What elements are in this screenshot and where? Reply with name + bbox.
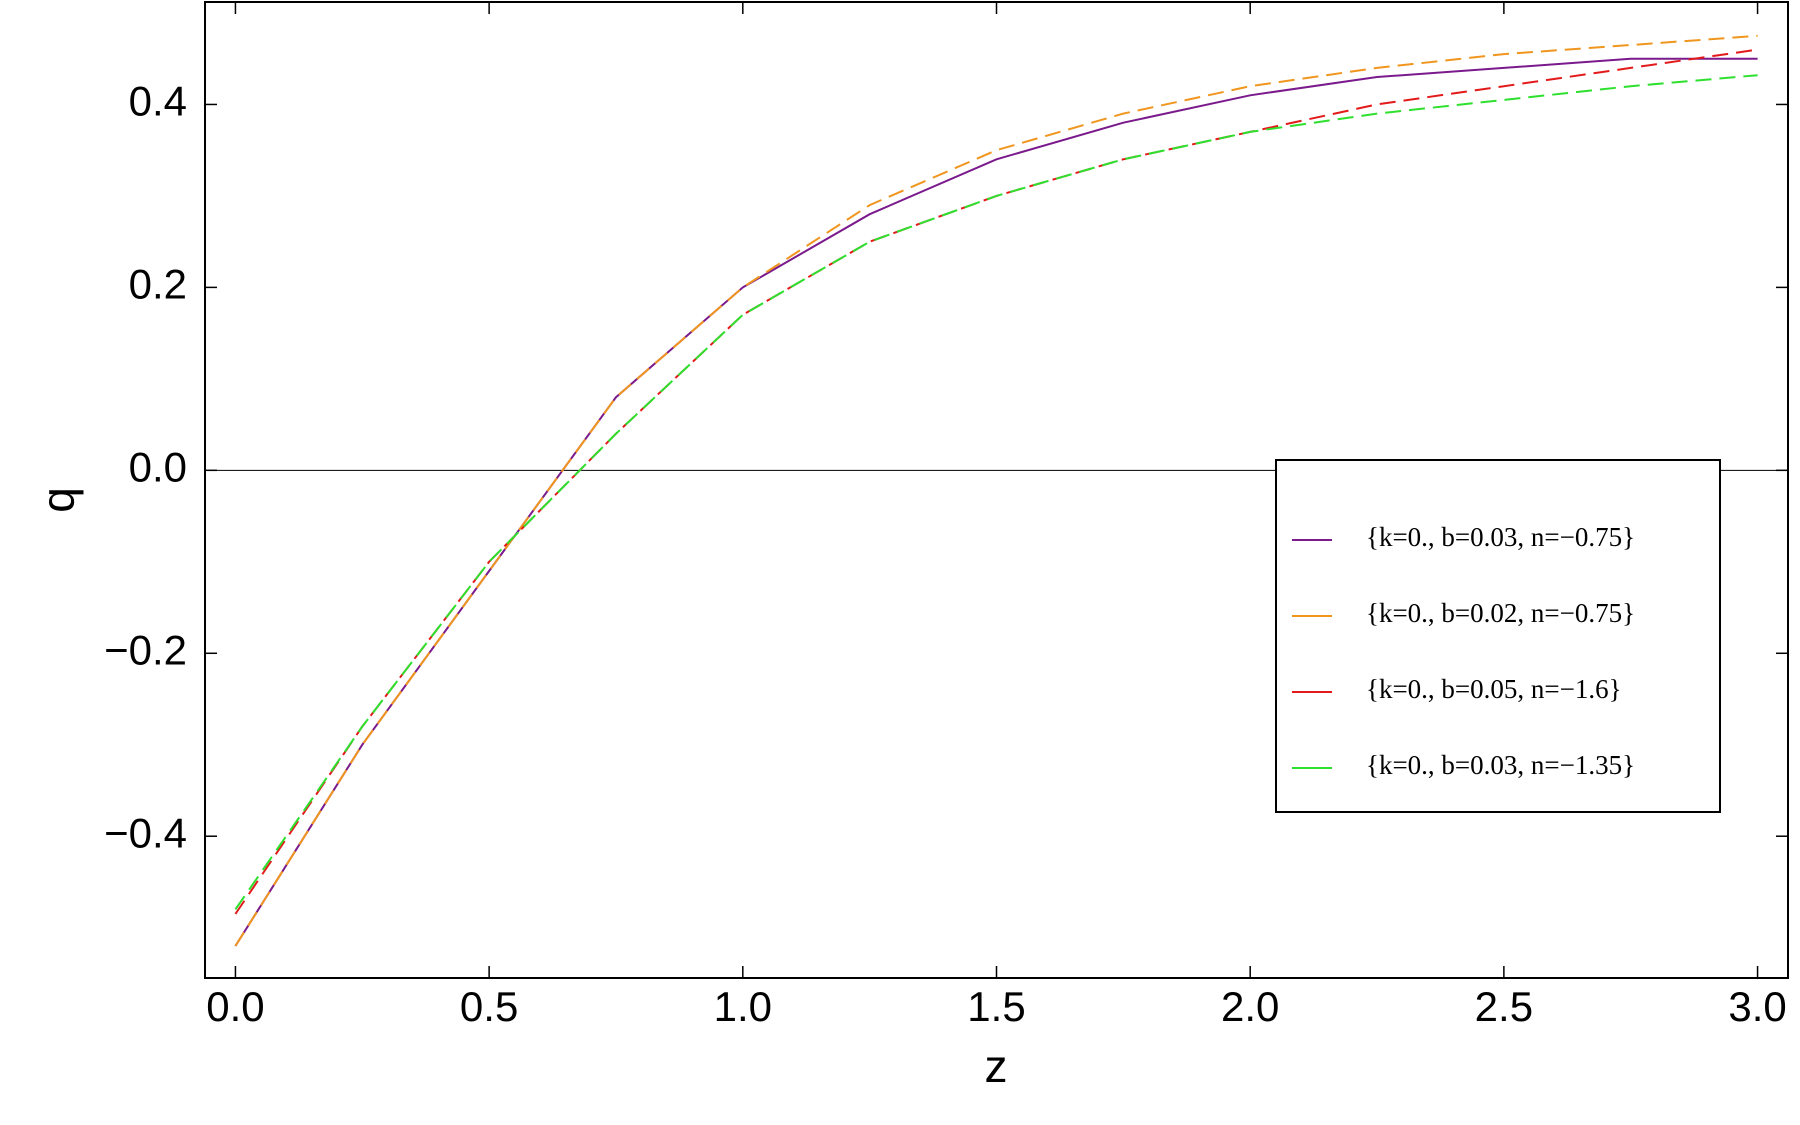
x-tick-label: 0.0 [206, 983, 264, 1030]
legend-label: {k=0., b=0.05, n=−1.6} [1366, 674, 1622, 704]
x-tick-label: 3.0 [1728, 983, 1786, 1030]
y-tick-label: −0.4 [104, 809, 187, 856]
legend-label: {k=0., b=0.03, n=−0.75} [1366, 522, 1635, 552]
legend-box [1275, 459, 1721, 813]
legend-label: {k=0., b=0.02, n=−0.75} [1366, 598, 1635, 628]
x-tick-label: 2.5 [1475, 983, 1533, 1030]
y-tick-label: 0.4 [129, 78, 187, 125]
x-tick-label: 1.5 [967, 983, 1025, 1030]
x-axis-label: z [985, 1040, 1008, 1092]
y-tick-label: 0.2 [129, 260, 187, 307]
y-axis-label: q [32, 487, 84, 513]
series-line [234, 34, 1758, 947]
x-tick-label: 2.0 [1221, 983, 1279, 1030]
series-line [234, 57, 1758, 947]
y-tick-label: −0.2 [104, 626, 187, 673]
x-tick-label: 1.0 [714, 983, 772, 1030]
legend-label: {k=0., b=0.03, n=−1.35} [1366, 750, 1635, 780]
y-tick-label: 0.0 [129, 443, 187, 490]
x-tick-label: 0.5 [460, 983, 518, 1030]
series-line [234, 74, 1758, 910]
